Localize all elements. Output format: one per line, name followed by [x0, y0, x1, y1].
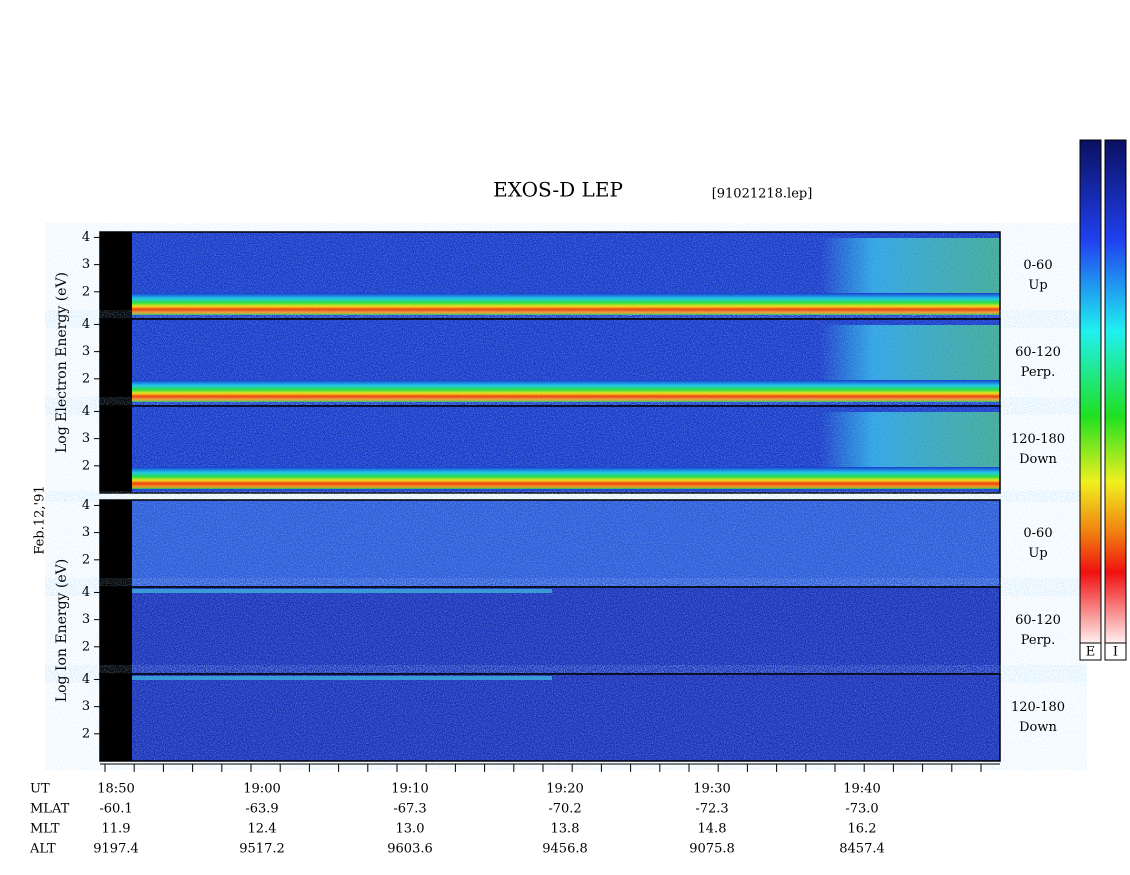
row-value: 13.8 — [551, 822, 580, 837]
row-value: -73.0 — [845, 802, 878, 817]
title: EXOS-D LEP — [493, 178, 623, 202]
row-value: -63.9 — [245, 802, 278, 817]
electron-band — [132, 293, 1000, 315]
y-tick-label: 4 — [82, 585, 90, 600]
y-tick-label: 4 — [82, 230, 90, 245]
black-strip — [100, 500, 132, 587]
black-strip — [100, 587, 132, 674]
row-name: MLT — [30, 822, 60, 837]
color-bar-label: E — [1086, 645, 1096, 660]
row-name: UT — [30, 782, 50, 797]
row-value: -70.2 — [548, 802, 581, 817]
y-tick-label: 3 — [82, 257, 90, 272]
row-value: 19:10 — [391, 782, 428, 797]
row-value: 14.8 — [698, 822, 727, 837]
y-tick-label: 2 — [82, 639, 90, 654]
direction: Perp. — [1021, 633, 1056, 648]
panel-frame — [99, 405, 1001, 494]
color-bar — [1079, 139, 1102, 644]
row-value: -72.3 — [695, 802, 728, 817]
black-strip — [100, 674, 132, 761]
aurora-patch — [820, 412, 1000, 467]
direction: Perp. — [1021, 365, 1056, 380]
direction: Down — [1019, 720, 1057, 735]
row-value: 19:40 — [843, 782, 880, 797]
spectrum-noise — [132, 500, 1000, 587]
aurora-patch — [820, 325, 1000, 380]
y-tick-label: 2 — [82, 371, 90, 386]
pitch-angle: 120-180 — [1011, 432, 1065, 447]
row-value: -67.3 — [393, 802, 426, 817]
y-tick-label: 3 — [82, 525, 90, 540]
file-name: [91021218.lep] — [712, 187, 813, 202]
color-bar-box — [1079, 642, 1102, 661]
pitch-angle: 60-120 — [1015, 345, 1061, 360]
y-tick-label: 4 — [82, 672, 90, 687]
ion-line — [132, 676, 552, 680]
row-value: 9517.2 — [239, 842, 285, 857]
ion-line — [132, 589, 552, 593]
row-value: 13.0 — [396, 822, 425, 837]
row-value: 19:30 — [693, 782, 730, 797]
pitch-angle: 0-60 — [1023, 258, 1052, 273]
pitch-angle: 60-120 — [1015, 613, 1061, 628]
black-strip — [100, 319, 132, 406]
row-value: 19:20 — [546, 782, 583, 797]
row-value: 16.2 — [848, 822, 877, 837]
row-name: MLAT — [30, 802, 70, 817]
row-name: ALT — [29, 842, 56, 857]
aurora-patch — [820, 238, 1000, 293]
y-tick-label: 3 — [82, 344, 90, 359]
y-tick-label: 2 — [82, 726, 90, 741]
row-value: 9075.8 — [689, 842, 735, 857]
row-value: 9456.8 — [542, 842, 588, 857]
y-tick-label: 3 — [82, 612, 90, 627]
spectrum-noise — [132, 674, 1000, 761]
color-bar-box — [1104, 642, 1127, 661]
date-label: Feb.12,'91 — [33, 485, 48, 554]
color-bar — [1104, 139, 1127, 644]
group-ylabel: Log Ion Energy (eV) — [54, 559, 70, 702]
spectrum-noise — [132, 587, 1000, 674]
y-tick-label: 2 — [82, 284, 90, 299]
y-tick-label: 4 — [82, 404, 90, 419]
color-bar-label: I — [1113, 645, 1118, 660]
black-strip — [100, 232, 132, 319]
row-value: -60.1 — [99, 802, 132, 817]
row-value: 9603.6 — [387, 842, 433, 857]
pitch-angle: 120-180 — [1011, 700, 1065, 715]
row-value: 9197.4 — [93, 842, 139, 857]
panel-frame — [99, 673, 1001, 762]
y-tick-label: 3 — [82, 431, 90, 446]
row-value: 12.4 — [248, 822, 277, 837]
black-strip — [100, 406, 132, 493]
pitch-angle: 0-60 — [1023, 526, 1052, 541]
y-tick-label: 3 — [82, 699, 90, 714]
y-tick-label: 4 — [82, 498, 90, 513]
row-value: 8457.4 — [839, 842, 885, 857]
row-value: 18:50 — [97, 782, 134, 797]
electron-band — [132, 380, 1000, 402]
direction: Down — [1019, 452, 1057, 467]
direction: Up — [1028, 278, 1047, 293]
row-value: 11.9 — [102, 822, 131, 837]
direction: Up — [1028, 546, 1047, 561]
electron-band — [132, 467, 1000, 489]
row-value: 19:00 — [243, 782, 280, 797]
y-tick-label: 2 — [82, 458, 90, 473]
group-ylabel: Log Electron Energy (eV) — [54, 272, 70, 453]
y-tick-label: 4 — [82, 317, 90, 332]
y-tick-label: 2 — [82, 552, 90, 567]
